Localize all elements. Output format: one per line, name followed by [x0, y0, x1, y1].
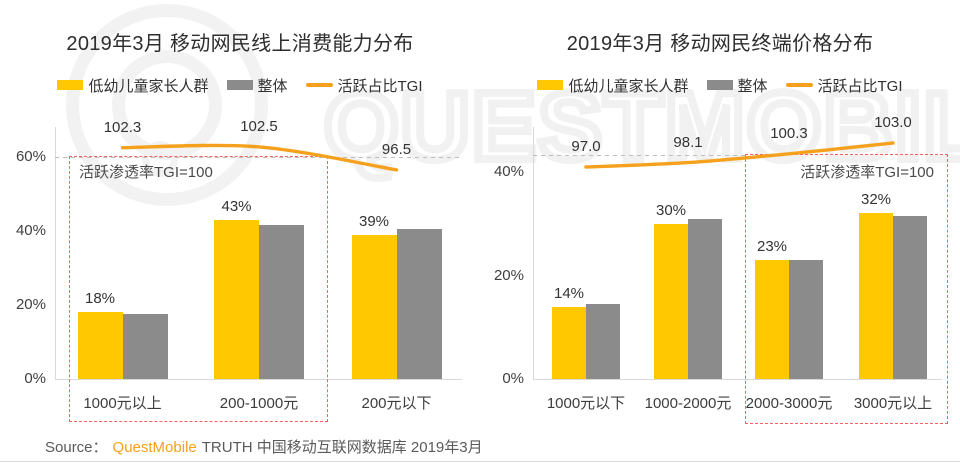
source-brand: QuestMobile: [112, 439, 197, 456]
x-category-label: 2000-3000元: [745, 395, 833, 412]
legend-swatch-icon: [706, 80, 733, 90]
legend-label: 整体: [257, 77, 288, 95]
bar-parents-group: [552, 306, 586, 379]
bar-value-label: 14%: [553, 284, 585, 302]
legend-item: 整体: [706, 75, 768, 96]
tgi-value-label: 100.3: [770, 124, 808, 142]
x-category-label: 3000元以上: [853, 395, 933, 412]
bar-value-label: 32%: [860, 191, 892, 209]
bar-overall: [259, 225, 304, 379]
legend-item: 活跃占比TGI: [785, 75, 903, 96]
bar-overall: [789, 259, 823, 379]
bar-parents-group: [859, 213, 893, 379]
y-axis-label: 40%: [493, 163, 524, 180]
x-category-label: 200-1000元: [219, 395, 299, 412]
legend-label: 活跃占比TGI: [817, 77, 903, 95]
bar-parents-group: [77, 312, 123, 379]
tgi-value-label: 102.5: [240, 117, 278, 135]
chart-title: 2019年3月 移动网民线上消费能力分布: [66, 33, 414, 55]
bar-overall: [688, 218, 722, 379]
source-label: Source：: [45, 439, 108, 456]
bar-value-label: 39%: [358, 212, 390, 230]
chart-title: 2019年3月 移动网民终端价格分布: [566, 33, 874, 55]
tgi-value-label: 97.0: [571, 138, 601, 155]
legend-label: 活跃占比TGI: [337, 77, 423, 95]
y-axis-label: 60%: [15, 148, 46, 165]
legend-item: 低幼儿童家长人群: [537, 75, 689, 96]
source-text: TRUTH 中国移动互联网数据库 2019年3月: [201, 439, 483, 456]
legend-swatch-icon: [226, 80, 253, 90]
bar-parents-group: [214, 219, 259, 379]
legend-item: 活跃占比TGI: [305, 75, 423, 96]
bar-value-label: 23%: [756, 237, 788, 255]
tgi-annotation-box: [69, 156, 328, 422]
chart-panel-consumption: 2019年3月 移动网民线上消费能力分布 低幼儿童家长人群 整体 活跃占比TGI 0…: [0, 33, 480, 422]
legend-swatch-icon: [537, 80, 564, 90]
bar-parents-group: [351, 234, 397, 379]
y-axis-label: 20%: [493, 266, 524, 284]
bar-overall: [586, 303, 620, 379]
bar-value-label: 18%: [84, 290, 116, 308]
bar-parents-group: [654, 223, 688, 379]
tgi-value-label: 103.0: [874, 114, 912, 131]
tgi-annotation-label: 活跃渗透率TGI=100: [800, 164, 934, 181]
chart-panel-device-price: 2019年3月 移动网民终端价格分布 低幼儿童家长人群 整体 活跃占比TGI 0% 2…: [480, 0, 960, 466]
bar-overall: [396, 229, 442, 379]
chart-legend: 低幼儿童家长人群 整体 活跃占比TGI: [480, 75, 960, 96]
x-category-label: 1000-2000元: [644, 395, 732, 412]
legend-label: 低幼儿童家长人群: [88, 77, 209, 95]
tgi-value-label: 102.3: [103, 118, 142, 136]
x-axis-line: [533, 379, 942, 380]
slide-bottom-border: [0, 461, 960, 462]
bar-overall: [122, 314, 168, 379]
legend-line-icon: [785, 83, 813, 87]
legend-item: 低幼儿童家长人群: [57, 75, 209, 96]
x-category-label: 1000元以上: [83, 395, 162, 412]
legend-label: 整体: [737, 77, 768, 95]
legend-label: 低幼儿童家长人群: [568, 77, 689, 95]
y-axis-label: 0%: [24, 370, 46, 387]
y-axis-label: 40%: [15, 222, 46, 239]
bar-overall: [893, 215, 927, 379]
chart-legend: 低幼儿童家长人群 整体 活跃占比TGI: [0, 75, 480, 96]
bar-value-label: 30%: [655, 201, 687, 219]
x-axis-line: [55, 379, 462, 380]
x-category-label: 1000元以下: [546, 395, 626, 412]
source-line: Source： QuestMobile TRUTH 中国移动互联网数据库 2019年…: [45, 436, 483, 457]
legend-swatch-icon: [57, 80, 84, 90]
y-axis-label: 0%: [502, 370, 524, 387]
tgi-100-gridline: [533, 155, 745, 156]
tgi-annotation-box: [745, 154, 948, 424]
y-axis-label: 20%: [15, 296, 46, 313]
x-category-label: 200元以下: [361, 395, 432, 412]
tgi-annotation-label: 活跃渗透率TGI=100: [79, 164, 213, 181]
legend-item: 整体: [226, 75, 288, 96]
legend-line-icon: [305, 83, 333, 87]
y-axis-line: [55, 127, 56, 379]
bar-parents-group: [755, 259, 789, 379]
tgi-value-label: 96.5: [381, 140, 412, 158]
tgi-value-label: 98.1: [673, 133, 703, 151]
y-axis-line: [533, 127, 534, 379]
